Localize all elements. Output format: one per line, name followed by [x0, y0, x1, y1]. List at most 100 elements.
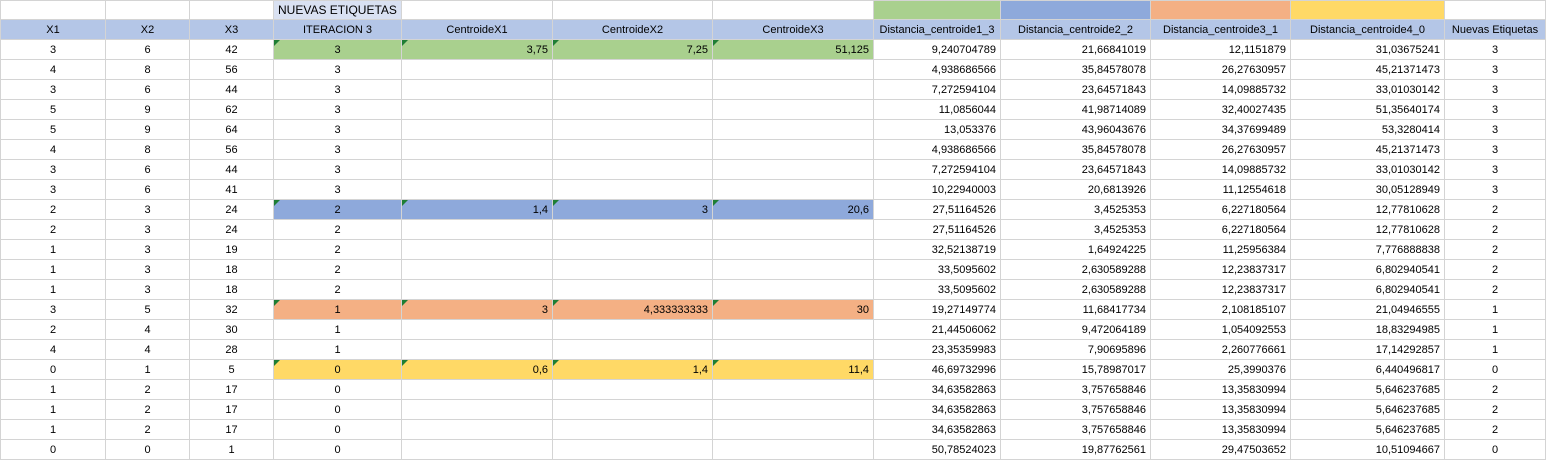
centroide-x3-cell[interactable]: [712, 319, 874, 340]
x1-cell[interactable]: 2: [0, 199, 106, 220]
header-distancia-4[interactable]: Distancia_centroide4_0: [1290, 19, 1445, 40]
x2-cell[interactable]: 8: [105, 59, 190, 80]
centroide-x1-cell[interactable]: 1,4: [401, 199, 553, 220]
x3-cell[interactable]: 28: [189, 339, 274, 360]
distancia-3-cell[interactable]: 26,27630957: [1150, 59, 1291, 80]
centroide-x1-cell[interactable]: [401, 339, 553, 360]
x1-cell[interactable]: 0: [0, 439, 106, 460]
iteracion-cell[interactable]: 1: [273, 319, 402, 340]
distancia-3-cell[interactable]: 12,23837317: [1150, 279, 1291, 300]
nuevas-etiquetas-cell[interactable]: 2: [1444, 219, 1546, 240]
centroide-x3-cell[interactable]: [712, 419, 874, 440]
header-distancia-2[interactable]: Distancia_centroide2_2: [1000, 19, 1151, 40]
centroide-x2-cell[interactable]: [552, 159, 713, 180]
distancia-1-cell[interactable]: 34,63582863: [873, 379, 1001, 400]
nuevas-etiquetas-cell[interactable]: 0: [1444, 439, 1546, 460]
header-distancia-1[interactable]: Distancia_centroide1_3: [873, 19, 1001, 40]
distancia-3-cell[interactable]: 32,40027435: [1150, 99, 1291, 120]
x2-cell[interactable]: 8: [105, 139, 190, 160]
centroide-x2-cell[interactable]: [552, 179, 713, 200]
distancia-1-cell[interactable]: 33,5095602: [873, 279, 1001, 300]
x1-cell[interactable]: 1: [0, 399, 106, 420]
centroide-x2-cell[interactable]: [552, 339, 713, 360]
distancia-2-cell[interactable]: 11,68417734: [1000, 299, 1151, 320]
iteracion-cell[interactable]: 3: [273, 119, 402, 140]
distancia-1-cell[interactable]: 10,22940003: [873, 179, 1001, 200]
x3-cell[interactable]: 18: [189, 279, 274, 300]
centroide-x3-cell[interactable]: [712, 259, 874, 280]
x2-cell[interactable]: 2: [105, 419, 190, 440]
distancia-1-cell[interactable]: 34,63582863: [873, 399, 1001, 420]
distancia-4-cell[interactable]: 12,77810628: [1290, 199, 1445, 220]
iteracion-cell[interactable]: 3: [273, 39, 402, 60]
distancia-1-cell[interactable]: 33,5095602: [873, 259, 1001, 280]
x3-cell[interactable]: 17: [189, 399, 274, 420]
header-nuevas-etiquetas[interactable]: Nuevas Etiquetas: [1444, 19, 1546, 40]
nuevas-etiquetas-cell[interactable]: 1: [1444, 299, 1546, 320]
centroide-x1-cell[interactable]: [401, 259, 553, 280]
distancia-1-cell[interactable]: 34,63582863: [873, 419, 1001, 440]
x2-cell[interactable]: 9: [105, 119, 190, 140]
header-iteracion[interactable]: ITERACION 3: [273, 19, 402, 40]
centroide-x1-cell[interactable]: [401, 379, 553, 400]
x3-cell[interactable]: 19: [189, 239, 274, 260]
distancia-1-cell[interactable]: 21,44506062: [873, 319, 1001, 340]
x1-cell[interactable]: 2: [0, 219, 106, 240]
header-centroide-x1[interactable]: CentroideX1: [401, 19, 553, 40]
distancia-3-cell[interactable]: 13,35830994: [1150, 419, 1291, 440]
centroide-x3-cell[interactable]: [712, 399, 874, 420]
centroide-x3-cell[interactable]: [712, 119, 874, 140]
distancia-2-cell[interactable]: 23,64571843: [1000, 159, 1151, 180]
centroide-x2-cell[interactable]: 7,25: [552, 39, 713, 60]
distancia-2-cell[interactable]: 19,87762561: [1000, 439, 1151, 460]
centroide-x1-cell[interactable]: [401, 399, 553, 420]
distancia-4-cell[interactable]: 33,01030142: [1290, 79, 1445, 100]
distancia-3-cell[interactable]: 11,12554618: [1150, 179, 1291, 200]
x2-cell[interactable]: 3: [105, 219, 190, 240]
centroide-x1-cell[interactable]: [401, 59, 553, 80]
distancia-4-cell[interactable]: 30,05128949: [1290, 179, 1445, 200]
centroide-x3-cell[interactable]: 20,6: [712, 199, 874, 220]
nuevas-etiquetas-cell[interactable]: 2: [1444, 399, 1546, 420]
nuevas-etiquetas-cell[interactable]: 2: [1444, 199, 1546, 220]
x3-cell[interactable]: 17: [189, 379, 274, 400]
distancia-2-cell[interactable]: 2,630589288: [1000, 279, 1151, 300]
centroide-x3-cell[interactable]: [712, 59, 874, 80]
distancia-4-cell[interactable]: 6,802940541: [1290, 279, 1445, 300]
centroide-x1-cell[interactable]: [401, 239, 553, 260]
distancia-2-cell[interactable]: 2,630589288: [1000, 259, 1151, 280]
iteracion-cell[interactable]: 3: [273, 99, 402, 120]
header-x1[interactable]: X1: [0, 19, 106, 40]
nuevas-etiquetas-cell[interactable]: 2: [1444, 419, 1546, 440]
iteracion-cell[interactable]: 3: [273, 139, 402, 160]
centroide-x1-cell[interactable]: [401, 219, 553, 240]
distancia-3-cell[interactable]: 12,23837317: [1150, 259, 1291, 280]
distancia-2-cell[interactable]: 3,757658846: [1000, 379, 1151, 400]
centroide-x2-cell[interactable]: [552, 259, 713, 280]
x1-cell[interactable]: 3: [0, 179, 106, 200]
iteracion-cell[interactable]: 3: [273, 79, 402, 100]
centroide-x2-cell[interactable]: [552, 219, 713, 240]
centroide-x2-cell[interactable]: 1,4: [552, 359, 713, 380]
x2-cell[interactable]: 3: [105, 239, 190, 260]
distancia-4-cell[interactable]: 18,83294985: [1290, 319, 1445, 340]
distancia-2-cell[interactable]: 9,472064189: [1000, 319, 1151, 340]
distancia-3-cell[interactable]: 29,47503652: [1150, 439, 1291, 460]
centroide-x1-cell[interactable]: [401, 319, 553, 340]
distancia-3-cell[interactable]: 13,35830994: [1150, 379, 1291, 400]
iteracion-cell[interactable]: 3: [273, 159, 402, 180]
iteracion-cell[interactable]: 3: [273, 179, 402, 200]
distancia-2-cell[interactable]: 43,96043676: [1000, 119, 1151, 140]
distancia-2-cell[interactable]: 15,78987017: [1000, 359, 1151, 380]
nuevas-etiquetas-cell[interactable]: 3: [1444, 179, 1546, 200]
x3-cell[interactable]: 64: [189, 119, 274, 140]
x1-cell[interactable]: 5: [0, 99, 106, 120]
x3-cell[interactable]: 1: [189, 439, 274, 460]
distancia-4-cell[interactable]: 12,77810628: [1290, 219, 1445, 240]
distancia-2-cell[interactable]: 7,90695896: [1000, 339, 1151, 360]
distancia-4-cell[interactable]: 5,646237685: [1290, 419, 1445, 440]
distancia-1-cell[interactable]: 23,35359983: [873, 339, 1001, 360]
x1-cell[interactable]: 0: [0, 359, 106, 380]
distancia-1-cell[interactable]: 4,938686566: [873, 59, 1001, 80]
distancia-2-cell[interactable]: 35,84578078: [1000, 139, 1151, 160]
